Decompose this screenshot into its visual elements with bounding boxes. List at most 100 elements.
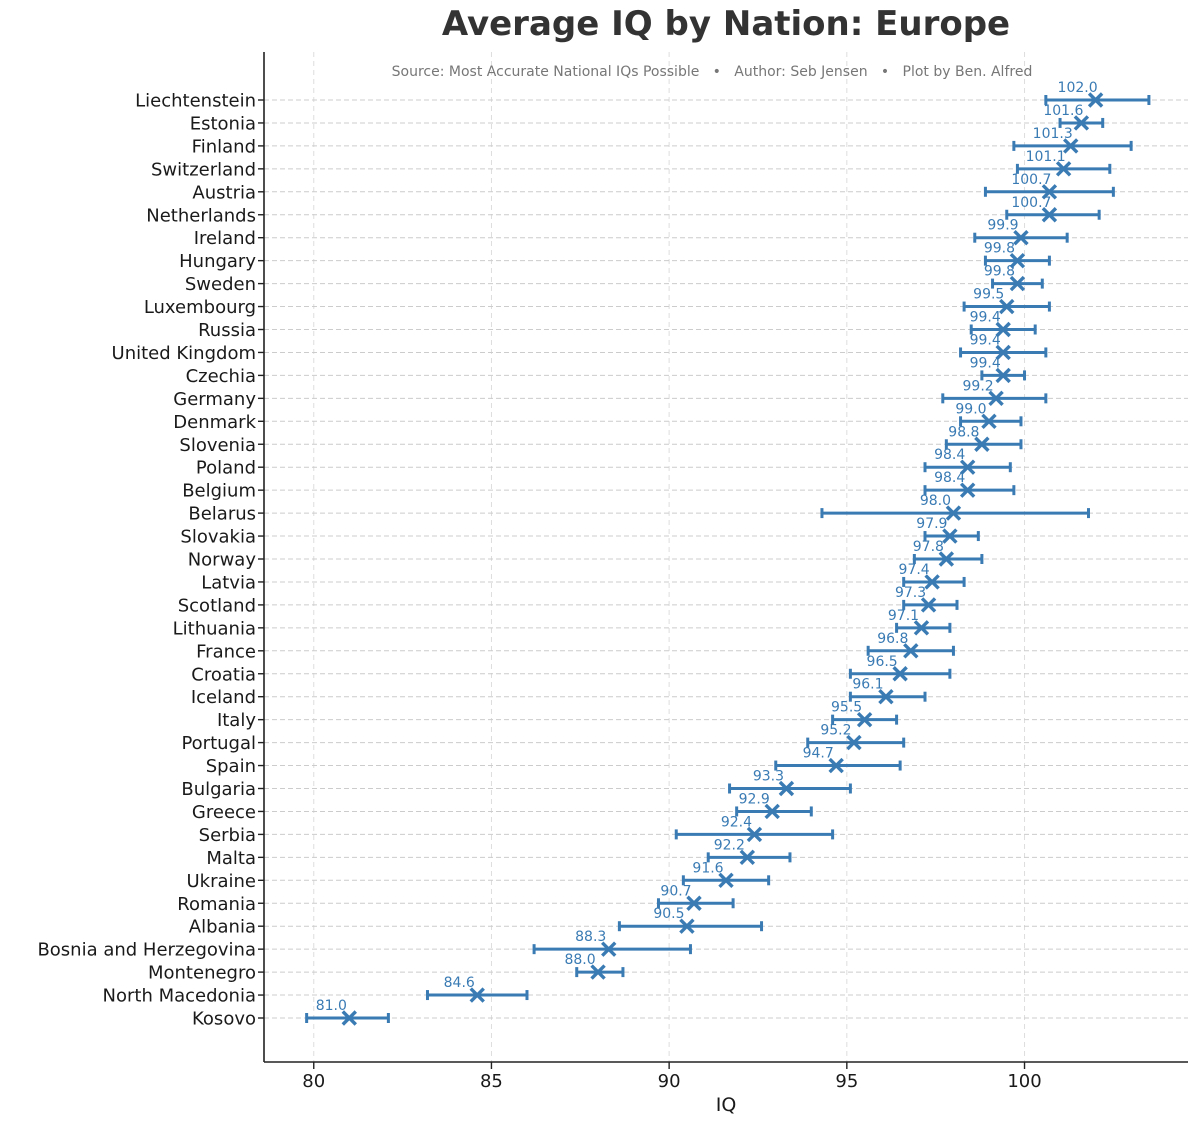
x-marker xyxy=(995,367,1011,384)
value-label: 99.2 xyxy=(963,378,994,394)
data-point: 92.9 xyxy=(735,791,813,820)
category-label: Sweden xyxy=(185,274,256,295)
value-label: 97.4 xyxy=(899,562,930,578)
x-marker xyxy=(938,551,955,567)
x-marker xyxy=(746,826,763,843)
x-marker xyxy=(892,666,908,682)
category-label: Luxembourg xyxy=(144,297,256,318)
value-label: 99.5 xyxy=(973,287,1004,303)
category-label: Slovenia xyxy=(179,435,256,456)
x-tick-layer: 80 85 90 95 100 xyxy=(258,99,1042,1092)
value-label: 101.3 xyxy=(1033,126,1073,142)
category-label: Poland xyxy=(196,458,256,479)
category-label: Liechtenstein xyxy=(135,91,256,112)
data-point: 95.5 xyxy=(831,700,899,728)
category-label: Hungary xyxy=(179,251,256,272)
x-tick-label: 90 xyxy=(658,1071,681,1092)
category-label: Belgium xyxy=(182,481,256,502)
value-label: 100.7 xyxy=(1011,195,1051,211)
x-marker xyxy=(718,872,734,889)
x-marker xyxy=(1009,275,1026,292)
value-label: 99.4 xyxy=(970,332,1001,348)
data-point: 98.0 xyxy=(820,493,1090,521)
data-point: 90.7 xyxy=(656,883,735,911)
value-label: 98.8 xyxy=(948,424,979,440)
data-point: 92.2 xyxy=(706,837,792,866)
x-marker xyxy=(679,918,695,934)
category-label: Belarus xyxy=(188,504,256,525)
category-label: Greece xyxy=(192,802,256,823)
category-label: Romania xyxy=(177,894,256,915)
x-marker xyxy=(1041,184,1058,200)
data-point: 98.8 xyxy=(944,424,1023,452)
x-marker xyxy=(686,895,702,911)
data-point: 98.4 xyxy=(923,447,1012,475)
data-point: 97.9 xyxy=(916,516,980,544)
data-point: 96.8 xyxy=(866,631,955,659)
value-label: 88.3 xyxy=(575,929,606,945)
axes-layer xyxy=(263,52,1188,1063)
value-label: 101.1 xyxy=(1026,149,1066,165)
x-marker xyxy=(988,390,1004,407)
category-label: Ireland xyxy=(194,228,256,249)
x-marker xyxy=(942,528,958,544)
value-label: 100.7 xyxy=(1011,172,1051,188)
category-label: Italy xyxy=(217,710,256,731)
value-label: 97.1 xyxy=(888,608,919,624)
category-label: Scotland xyxy=(178,595,256,616)
value-label: 99.8 xyxy=(984,241,1015,257)
value-label: 99.0 xyxy=(955,401,986,417)
value-label: 99.9 xyxy=(987,218,1018,234)
data-point: 90.5 xyxy=(617,906,764,934)
category-label: Austria xyxy=(192,182,256,203)
value-label: 102.0 xyxy=(1058,80,1098,96)
value-label: 96.5 xyxy=(867,654,898,670)
value-label: 95.2 xyxy=(820,723,851,739)
value-label: 101.6 xyxy=(1043,103,1083,119)
data-point: 95.2 xyxy=(806,723,906,751)
data-point: 94.7 xyxy=(774,746,902,774)
category-label: Norway xyxy=(188,550,257,571)
value-label: 97.8 xyxy=(913,539,944,555)
value-label: 92.9 xyxy=(739,791,770,807)
x-marker xyxy=(828,757,844,774)
category-label: North Macedonia xyxy=(103,986,256,1007)
value-label: 97.3 xyxy=(895,585,926,601)
category-label: France xyxy=(196,641,256,662)
x-marker xyxy=(903,643,919,659)
x-marker xyxy=(1055,161,1072,177)
value-label: 94.7 xyxy=(803,746,834,762)
x-tick-label: 95 xyxy=(835,1071,858,1092)
data-point: 101.1 xyxy=(1015,149,1112,177)
value-label: 98.0 xyxy=(920,493,951,509)
value-label: 88.0 xyxy=(564,952,595,968)
data-point: 99.9 xyxy=(973,218,1069,246)
value-label: 99.4 xyxy=(970,310,1001,326)
x-marker xyxy=(981,413,997,430)
data-point: 98.4 xyxy=(923,470,1016,498)
x-marker xyxy=(469,987,485,1003)
data-point: 99.8 xyxy=(984,241,1051,269)
data-point: 97.4 xyxy=(899,562,966,590)
x-marker xyxy=(1063,138,1079,154)
value-label: 84.6 xyxy=(444,975,475,991)
chart-subtitle: Source: Most Accurate National IQs Possi… xyxy=(392,64,1033,80)
x-marker xyxy=(959,482,976,498)
category-label: Denmark xyxy=(173,412,256,433)
value-label: 95.5 xyxy=(831,700,862,716)
x-marker xyxy=(995,321,1011,338)
value-label: 92.4 xyxy=(721,814,752,830)
category-label: Albania xyxy=(189,917,256,938)
category-label: Ukraine xyxy=(186,871,256,892)
x-marker xyxy=(959,459,976,475)
data-point: 99.0 xyxy=(955,401,1023,430)
category-label: Latvia xyxy=(201,572,256,593)
x-marker xyxy=(974,436,990,452)
value-label: 96.8 xyxy=(877,631,908,647)
data-point: 93.3 xyxy=(728,769,852,797)
data-point: 88.0 xyxy=(564,952,625,980)
data-point: 97.3 xyxy=(895,585,959,613)
value-label: 97.9 xyxy=(916,516,947,532)
x-marker xyxy=(1009,252,1026,269)
